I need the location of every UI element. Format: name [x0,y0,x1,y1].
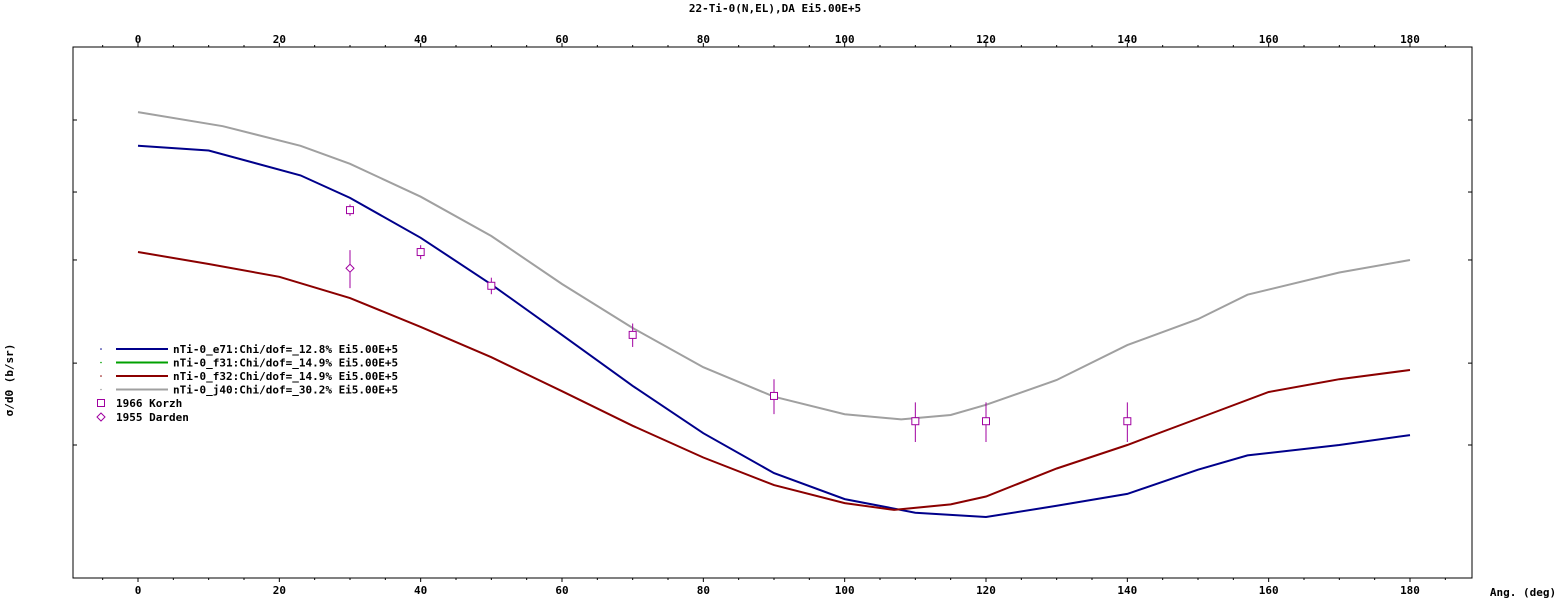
legend-dot [100,348,102,350]
legend-dot [100,388,102,391]
legend-label: nTi-0_f32:Chi/dof=_14.9% Ei5.00E+5 [173,370,398,383]
legend-marker-diamond [96,412,106,422]
series-layer [137,111,1411,519]
series-line-2 [137,251,1411,511]
data-point-square [770,391,778,400]
x-tick-label-bottom: 180 [1400,584,1420,597]
data-point-square [416,248,425,257]
x-tick-label-top: 160 [1259,33,1279,46]
data-point-square [982,417,990,426]
x-tick-label-top: 120 [976,33,996,46]
x-tick-label-top: 60 [555,33,568,46]
data-point-square [628,330,637,339]
x-tick-label-top: 100 [835,33,855,46]
x-tick-label-top: 140 [1117,33,1137,46]
y-axis-label: σ/dΘ (b/sr) [3,344,16,417]
data-point-square [911,417,920,426]
x-tick-label-top: 40 [414,33,427,46]
axis-ticks: 0 0 20 20 40 40 60 60 80 80 100 100 120 120 140 140 160 1… [73,33,1472,597]
legend-label: nTi-0_e71:Chi/dof=_12.8% Ei5.00E+5 [173,343,398,356]
legend-dot [100,375,102,377]
x-tick-label-bottom: 20 [273,584,286,597]
legend-label: 1966 Korzh [116,397,182,410]
x-tick-label-bottom: 40 [414,584,427,597]
x-tick-label-bottom: 0 [135,584,142,597]
data-point-square [1123,417,1132,426]
data-point-square [487,281,496,290]
legend-label: nTi-0_f31:Chi/dof=_14.9% Ei5.00E+5 [173,357,398,370]
x-tick-label-bottom: 100 [835,584,855,597]
data-point-diamond [345,263,355,273]
plot-frame [72,46,1473,579]
data-point-square [346,206,354,215]
legend-marker-square [97,399,105,407]
x-tick-label-bottom: 140 [1117,584,1137,597]
experimental-points [345,204,1132,442]
legend-label: nTi-0_j40:Chi/dof=_30.2% Ei5.00E+5 [173,384,398,397]
x-tick-label-top: 80 [697,33,710,46]
series-line-0 [137,144,1411,519]
series-line-3 [137,111,1411,421]
x-tick-label-top: 20 [273,33,286,46]
legend-dot [100,361,102,364]
x-tick-label-bottom: 80 [697,584,710,597]
x-axis-label: Ang. (deg) [1490,586,1556,599]
legend: nTi-0_e71:Chi/dof=_12.8% Ei5.00E+5nTi-0_… [96,343,398,424]
x-tick-label-top: 0 [135,33,142,46]
legend-label: 1955 Darden [116,411,189,424]
chart-title: 22-Ti-0(N,EL),DA Ei5.00E+5 [689,2,861,15]
x-tick-label-bottom: 120 [976,584,996,597]
x-tick-label-top: 180 [1400,33,1420,46]
x-tick-label-bottom: 160 [1259,584,1279,597]
x-tick-label-bottom: 60 [555,584,568,597]
